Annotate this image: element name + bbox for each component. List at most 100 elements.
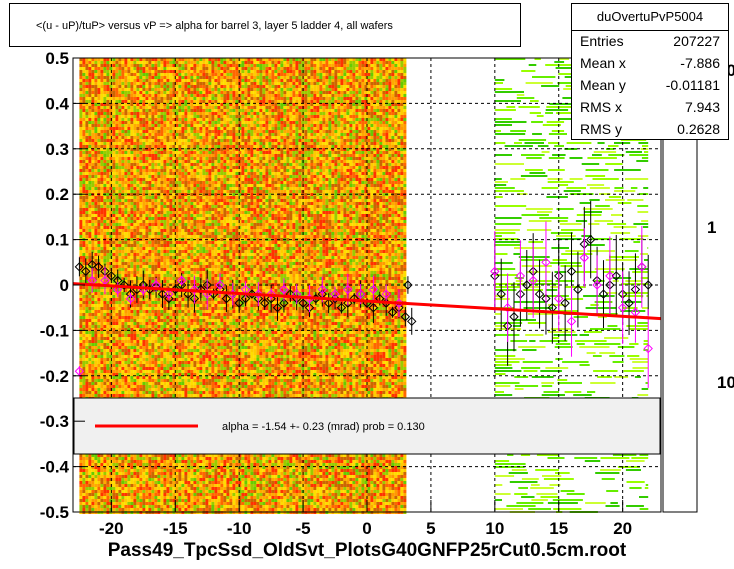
profile-point xyxy=(566,266,577,277)
profile-point xyxy=(93,262,104,272)
profile-point xyxy=(279,284,289,295)
profile-point xyxy=(176,275,187,286)
chart-title-box: <(u - uP)/tuP> versus vP => alpha for ba… xyxy=(9,3,521,47)
x-tick-label: -20 xyxy=(99,519,124,538)
stats-value: 207227 xyxy=(673,33,720,49)
profile-point xyxy=(336,302,347,313)
profile-point xyxy=(534,289,545,299)
profile-point xyxy=(400,312,411,322)
profile-point xyxy=(343,298,353,308)
x-tick-label: 15 xyxy=(549,519,568,538)
profile-point xyxy=(368,284,379,295)
y-tick-label: -0.1 xyxy=(40,321,69,340)
profile-magenta xyxy=(74,221,653,388)
x-tick-label: -5 xyxy=(296,519,311,538)
stats-label: RMS x xyxy=(580,99,622,115)
stats-value: 7.943 xyxy=(684,99,720,115)
chart-title: <(u - uP)/tuP> versus vP => alpha for ba… xyxy=(36,20,393,32)
x-tick-label: -15 xyxy=(163,519,188,538)
profile-point xyxy=(643,343,653,354)
profile-point xyxy=(554,293,564,304)
x-tick-label: 5 xyxy=(426,519,435,538)
profile-point xyxy=(566,316,577,327)
profile-point xyxy=(215,280,225,290)
x-tick-label: -10 xyxy=(227,519,252,538)
stats-label: Mean y xyxy=(580,77,626,93)
profile-point xyxy=(81,266,91,277)
y-tick-label: 0.5 xyxy=(45,49,69,68)
profile-point xyxy=(541,257,551,268)
y-tick-label: 0.2 xyxy=(45,185,69,204)
profile-point xyxy=(298,298,308,308)
profile-point xyxy=(598,289,609,299)
y-axis: -0.5 -0.4 -0.3 -0.2 -0.1 0 0.1 0.2 0.3 0.4 0.5 xyxy=(40,49,85,522)
profile-point xyxy=(221,293,232,304)
stats-row-rms-x: RMS x 7.943 xyxy=(572,97,728,119)
profile-point xyxy=(368,302,379,313)
profile-point xyxy=(407,316,417,327)
profile-point xyxy=(579,253,590,263)
profile-point xyxy=(522,280,532,290)
stats-value: -0.01181 xyxy=(665,77,720,93)
profile-point xyxy=(403,280,413,290)
legend-text: alpha = -1.54 +- 0.23 (mrad) prob = 0.13… xyxy=(222,421,425,433)
profile-point xyxy=(330,293,340,304)
y-tick-label: 0.3 xyxy=(45,140,69,159)
profile-point xyxy=(490,266,500,277)
stats-box: duOvertuPvP5004 Entries 207227 Mean x -7… xyxy=(571,3,729,140)
profile-point xyxy=(387,307,398,317)
profile-point xyxy=(164,289,174,299)
heatmap-dense xyxy=(79,58,407,514)
stats-name: duOvertuPvP5004 xyxy=(572,4,728,31)
profile-point xyxy=(189,284,200,295)
y-tick-label: 0.4 xyxy=(45,94,69,113)
profile-point xyxy=(509,312,519,322)
profile-point xyxy=(279,298,289,308)
y-tick-label: -0.3 xyxy=(40,412,69,431)
palette-label: 10 xyxy=(717,373,734,392)
profile-point xyxy=(355,289,366,299)
profile-point xyxy=(323,298,334,308)
profile-point xyxy=(183,289,193,299)
profile-point xyxy=(611,271,621,281)
fit-line xyxy=(72,282,662,321)
profile-point xyxy=(74,262,85,272)
profile-point xyxy=(266,293,276,304)
profile-point xyxy=(573,284,583,295)
profile-point xyxy=(592,280,602,290)
stats-row-rms-y: RMS y 0.2628 xyxy=(572,119,728,141)
profile-point xyxy=(272,302,283,313)
x-axis: -20 -15 -10 -5 0 5 10 15 20 xyxy=(99,500,632,538)
profile-point xyxy=(253,289,264,299)
profile-point xyxy=(240,293,251,304)
palette-label: 1 xyxy=(707,218,716,237)
x-tick-label: 10 xyxy=(485,519,504,538)
profile-point xyxy=(285,289,296,299)
stats-value: -7.886 xyxy=(680,55,720,71)
x-tick-label: 20 xyxy=(613,519,632,538)
profile-point xyxy=(502,302,513,313)
profile-point xyxy=(381,289,391,299)
y-tick-label: -0.4 xyxy=(40,458,70,477)
y-tick-label: -0.5 xyxy=(40,503,69,522)
y-tick-label: -0.2 xyxy=(40,367,69,386)
fit-legend: alpha = -1.54 +- 0.23 (mrad) prob = 0.13… xyxy=(73,397,661,455)
profile-point xyxy=(560,298,570,308)
profile-point xyxy=(74,366,85,376)
stats-label: Mean x xyxy=(580,55,626,71)
stats-label: RMS y xyxy=(580,121,622,137)
stats-row-entries: Entries 207227 xyxy=(572,31,728,53)
profile-point xyxy=(119,280,129,290)
profile-point xyxy=(515,271,526,281)
profile-point xyxy=(125,293,136,304)
stats-row-mean-y: Mean y -0.01181 xyxy=(572,75,728,97)
profile-point xyxy=(164,293,174,304)
profile-point xyxy=(234,298,244,308)
profile-point xyxy=(528,275,538,286)
x-tick-label: 0 xyxy=(362,519,371,538)
profile-point xyxy=(643,280,653,290)
x-axis-title: Pass49_TpcSsd_OldSvt_PlotsG40GNFP25rCut0… xyxy=(107,540,627,561)
profile-point xyxy=(637,262,647,272)
stats-row-mean-x: Mean x -7.886 xyxy=(572,53,728,75)
